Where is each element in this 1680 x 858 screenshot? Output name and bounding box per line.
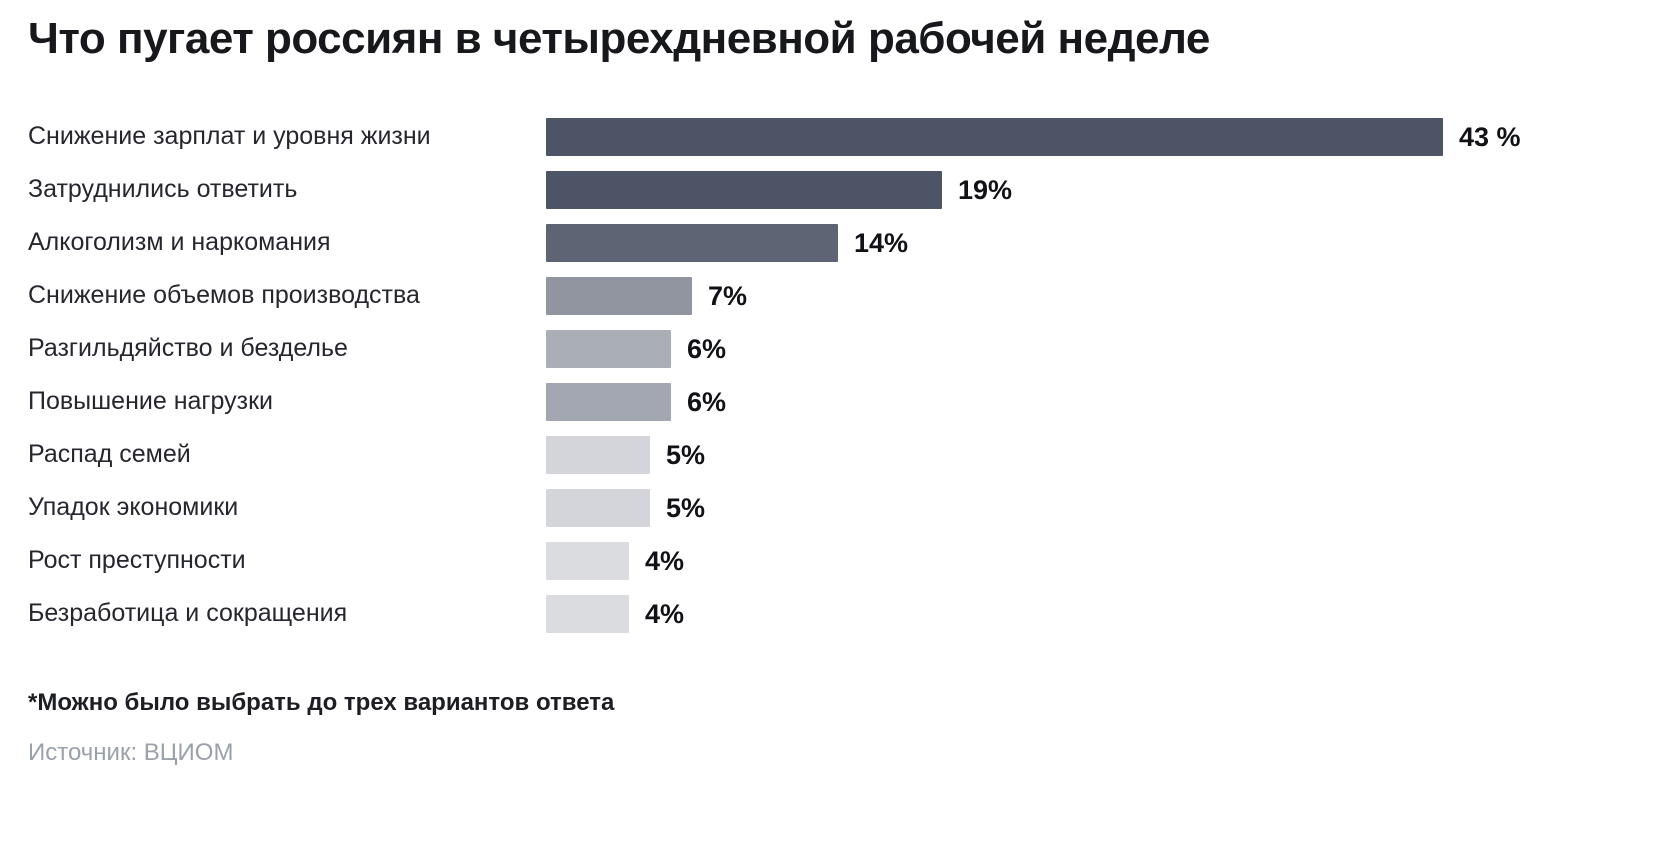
bar-chart: Снижение зарплат и уровня жизни 43 % Затру… xyxy=(28,111,1652,641)
bar-label: Снижение зарплат и уровня жизни xyxy=(28,122,431,151)
bar xyxy=(546,542,629,581)
bar-track: 4% xyxy=(546,588,1652,641)
bar-label: Алкоголизм и наркомания xyxy=(28,228,331,257)
bar-row: Затруднились ответить 19% xyxy=(28,164,1652,217)
bar-label: Распад семей xyxy=(28,440,191,469)
bar-row: Рост преступности 4% xyxy=(28,535,1652,588)
bar-value: 4% xyxy=(645,598,685,629)
bar-row: Снижение зарплат и уровня жизни 43 % xyxy=(28,111,1652,164)
bar xyxy=(546,489,650,528)
bar-track: 7% xyxy=(546,270,1652,323)
bar-value: 19% xyxy=(958,174,1013,205)
chart-source: Источник: ВЦИОМ xyxy=(28,738,234,766)
bar xyxy=(546,595,629,634)
bar-value: 6% xyxy=(687,333,727,364)
bar-value: 4% xyxy=(645,545,685,576)
bar-track: 14% xyxy=(546,217,1652,270)
bar-row: Упадок экономики 5% xyxy=(28,482,1652,535)
bar xyxy=(546,383,671,422)
bar-track: 4% xyxy=(546,535,1652,588)
chart-title: Что пугает россиян в четырехдневной рабо… xyxy=(28,14,1210,63)
bar xyxy=(546,171,942,210)
bar-track: 5% xyxy=(546,429,1652,482)
bar-value: 5% xyxy=(666,439,706,470)
bar-value: 6% xyxy=(687,386,727,417)
bar-row: Снижение объемов производства 7% xyxy=(28,270,1652,323)
bar xyxy=(546,277,692,316)
bar-label: Рост преступности xyxy=(28,546,246,575)
bar-value: 43 % xyxy=(1459,121,1521,152)
bar-track: 6% xyxy=(546,323,1652,376)
bar-value: 7% xyxy=(708,280,748,311)
bar-track: 5% xyxy=(546,482,1652,535)
bar-value: 14% xyxy=(854,227,909,258)
bar-label: Упадок экономики xyxy=(28,493,239,522)
bar-label: Снижение объемов производства xyxy=(28,281,420,310)
bar-row: Безработица и сокращения 4% xyxy=(28,588,1652,641)
bar-value: 5% xyxy=(666,492,706,523)
bar-label: Разгильдяйство и безделье xyxy=(28,334,348,363)
bar-label: Повышение нагрузки xyxy=(28,387,274,416)
chart-footnote: *Можно было выбрать до трех вариантов от… xyxy=(28,688,615,716)
bar-row: Алкоголизм и наркомания 14% xyxy=(28,217,1652,270)
bar-track: 6% xyxy=(546,376,1652,429)
bar xyxy=(546,330,671,369)
bar xyxy=(546,118,1443,157)
bar-row: Распад семей 5% xyxy=(28,429,1652,482)
bar-label: Безработица и сокращения xyxy=(28,599,348,628)
bar-track: 19% xyxy=(546,164,1652,217)
bar-track: 43 % xyxy=(546,111,1652,164)
bar xyxy=(546,224,838,263)
bar-row: Повышение нагрузки 6% xyxy=(28,376,1652,429)
bar-row: Разгильдяйство и безделье 6% xyxy=(28,323,1652,376)
bar xyxy=(546,436,650,475)
bar-label: Затруднились ответить xyxy=(28,175,298,204)
